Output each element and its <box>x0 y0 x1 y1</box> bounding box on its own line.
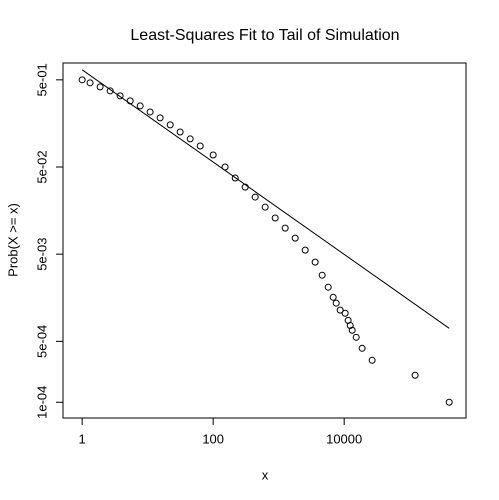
point <box>411 371 419 379</box>
point <box>106 87 114 95</box>
point <box>332 299 340 307</box>
x-axis-label: x <box>262 467 269 482</box>
point <box>341 309 349 317</box>
y-tick-label: 5e-01 <box>34 63 49 96</box>
point <box>301 246 309 254</box>
plot-box <box>62 62 467 419</box>
point <box>329 293 337 301</box>
point <box>348 326 356 334</box>
point <box>251 193 259 201</box>
x-tick-label: 1 <box>79 431 86 446</box>
point <box>311 258 319 266</box>
y-tick-label: 5e-03 <box>34 238 49 271</box>
point <box>196 142 204 150</box>
point <box>146 108 154 116</box>
point <box>318 271 326 279</box>
point <box>352 333 360 341</box>
fit-line <box>81 69 450 329</box>
point <box>156 114 164 122</box>
point <box>445 398 453 406</box>
chart-title: Least-Squares Fit to Tail of Simulation <box>130 27 399 44</box>
point <box>209 151 217 159</box>
y-tick-label: 1e-04 <box>34 386 49 419</box>
point <box>176 128 184 136</box>
point <box>271 214 279 222</box>
point <box>96 83 104 91</box>
point <box>116 92 124 100</box>
point <box>136 102 144 110</box>
point <box>86 79 94 87</box>
point <box>358 344 366 352</box>
point <box>281 224 289 232</box>
x-tick-label: 100 <box>202 431 224 446</box>
point <box>261 203 269 211</box>
y-tick-label: 5e-04 <box>34 325 49 358</box>
point <box>231 174 239 182</box>
point <box>126 97 134 105</box>
y-axis-label: Prob(X >= x) <box>5 203 20 277</box>
point <box>291 234 299 242</box>
point <box>368 356 376 364</box>
point <box>336 306 344 314</box>
x-tick-label: 10000 <box>326 431 362 446</box>
point <box>186 135 194 143</box>
point <box>78 76 86 84</box>
point <box>166 121 174 129</box>
point <box>241 183 249 191</box>
y-tick-label: 5e-02 <box>34 150 49 183</box>
point <box>221 163 229 171</box>
point <box>324 283 332 291</box>
